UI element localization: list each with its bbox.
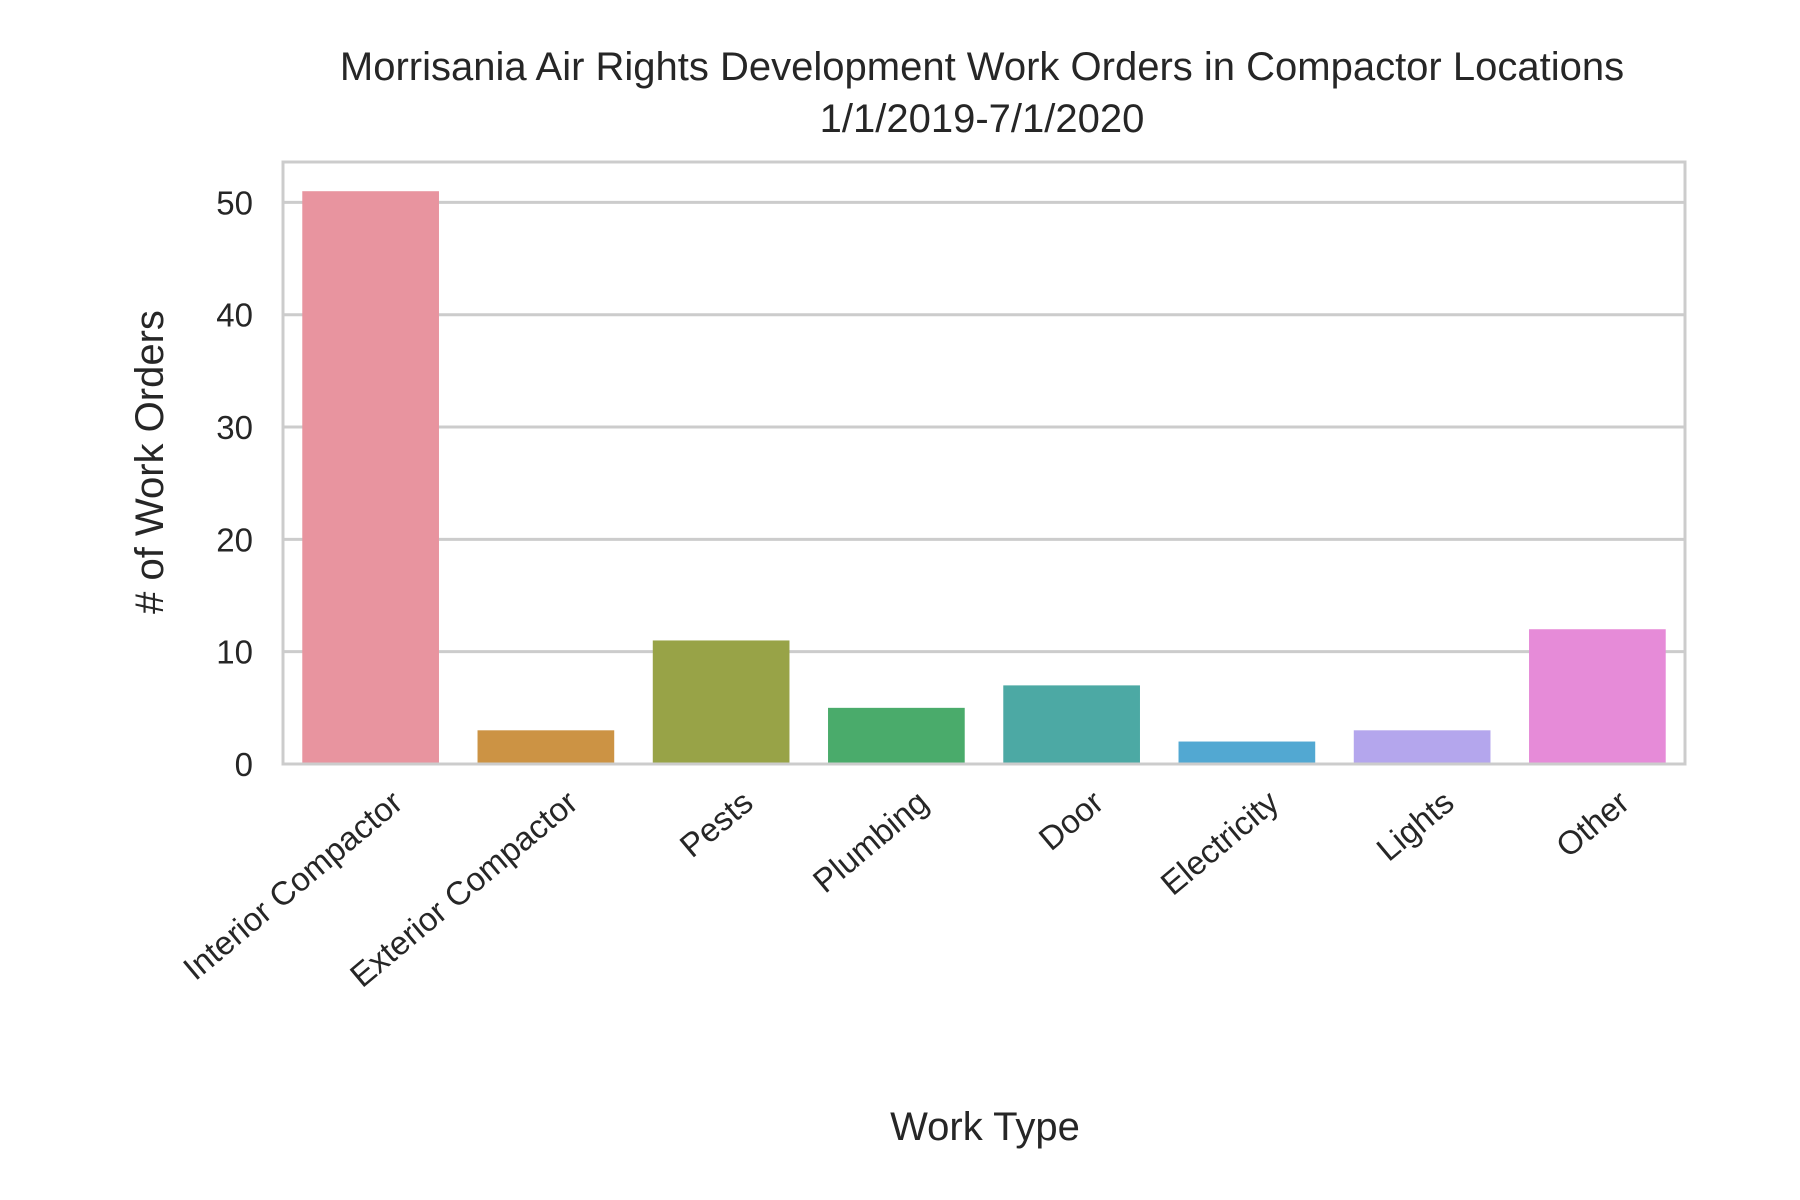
bar-lights [1353, 730, 1491, 764]
x-tick-label: Other [1549, 783, 1636, 864]
bar-electricity [1178, 741, 1316, 764]
x-tick-label: Lights [1369, 783, 1460, 868]
y-tick-label: 40 [216, 297, 253, 334]
y-tick-labels: 0 10 20 30 40 50 [216, 184, 253, 783]
bar-interior-compactor [302, 191, 439, 765]
y-axis-label: # of Work Orders [128, 310, 172, 614]
bar-door [1003, 685, 1140, 764]
bar-pests [652, 640, 790, 764]
y-tick-label: 0 [235, 746, 253, 783]
x-tick-label: Door [1032, 783, 1111, 857]
x-axis-label: Work Type [890, 1105, 1080, 1149]
y-tick-label: 10 [216, 634, 253, 671]
x-tick-label: Plumbing [806, 783, 935, 900]
bars [302, 191, 1666, 765]
x-tick-label: Electricity [1153, 783, 1285, 902]
plot-frame [281, 160, 1687, 766]
bar-plumbing [828, 707, 965, 764]
grid-lines [283, 200, 1685, 766]
bar-exterior-compactor [477, 730, 615, 764]
chart-subtitle: 1/1/2019-7/1/2020 [820, 97, 1145, 141]
bar-other [1529, 629, 1666, 764]
chart-title: Morrisania Air Rights Development Work O… [340, 45, 1624, 89]
y-tick-label: 30 [216, 409, 253, 446]
y-tick-label: 50 [216, 184, 253, 221]
x-tick-label: Pests [673, 783, 760, 864]
y-tick-label: 20 [216, 521, 253, 558]
